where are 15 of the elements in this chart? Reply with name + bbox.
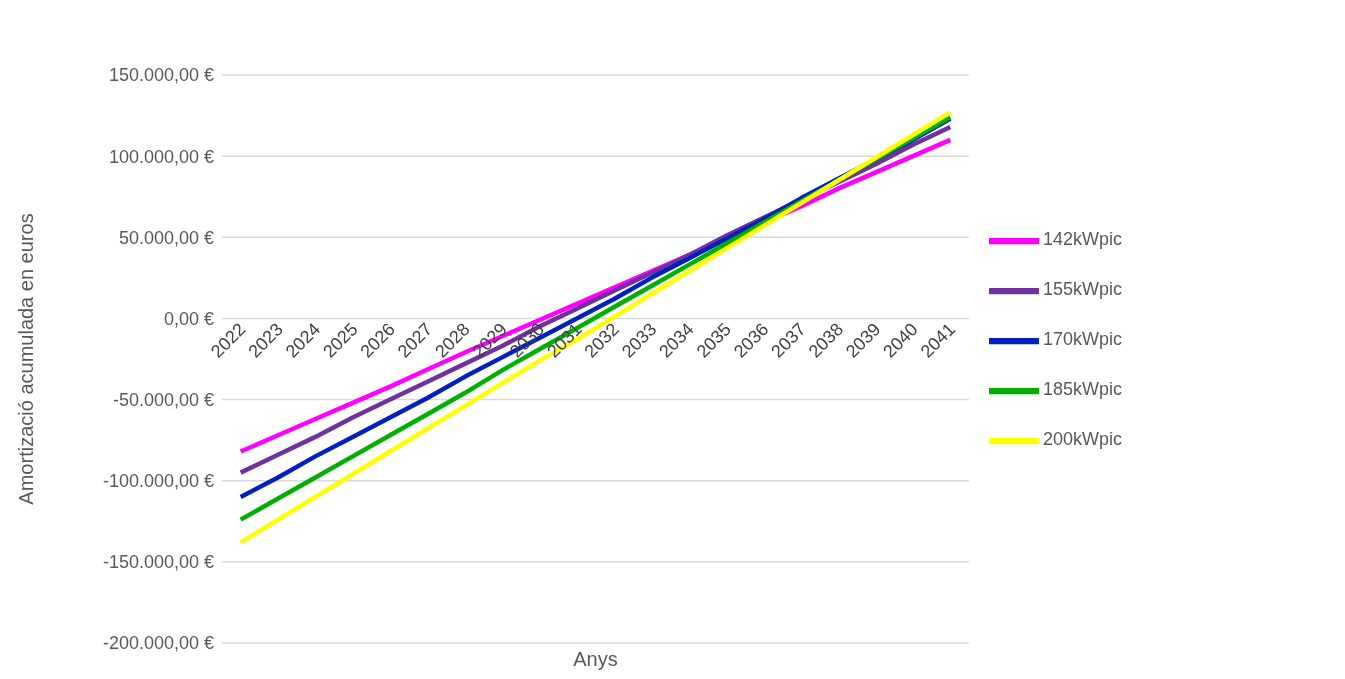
y-tick-label: -100.000,00 € bbox=[102, 471, 214, 492]
legend-label: 142kWpic bbox=[1042, 228, 1122, 249]
x-axis-title: Anys bbox=[573, 648, 618, 670]
y-tick-label: 0,00 € bbox=[163, 308, 214, 329]
y-tick-label: -200.000,00 € bbox=[102, 633, 214, 654]
y-tick-label: 150.000,00 € bbox=[108, 65, 214, 86]
y-tick-label: 100.000,00 € bbox=[108, 146, 214, 167]
legend-label: 185kWpic bbox=[1042, 378, 1122, 399]
legend-label: 200kWpic bbox=[1042, 428, 1122, 449]
y-tick-label: 50.000,00 € bbox=[118, 227, 214, 248]
y-tick-label: -150.000,00 € bbox=[102, 552, 214, 573]
y-axis-title: Amortizació acumulada en euros bbox=[15, 213, 38, 505]
y-tick-label: -50.000,00 € bbox=[112, 389, 214, 410]
legend-label: 155kWpic bbox=[1042, 278, 1122, 299]
legend-label: 170kWpic bbox=[1042, 328, 1122, 349]
